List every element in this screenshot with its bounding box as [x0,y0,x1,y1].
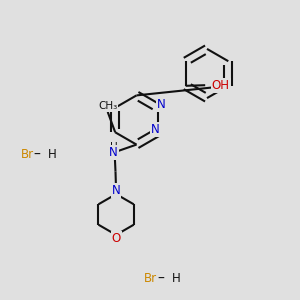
Text: Br: Br [144,272,157,285]
Text: N: N [109,146,118,159]
Text: N: N [151,123,160,136]
Text: N: N [156,98,165,111]
Text: N: N [112,184,121,197]
Text: Br: Br [20,148,34,161]
Text: H: H [110,142,117,152]
Text: CH₃: CH₃ [98,101,117,111]
Text: –: – [34,148,40,161]
Text: –: – [157,272,164,285]
Text: OH: OH [212,79,230,92]
Text: O: O [112,232,121,245]
Text: H: H [48,148,57,161]
Text: H: H [172,272,180,285]
